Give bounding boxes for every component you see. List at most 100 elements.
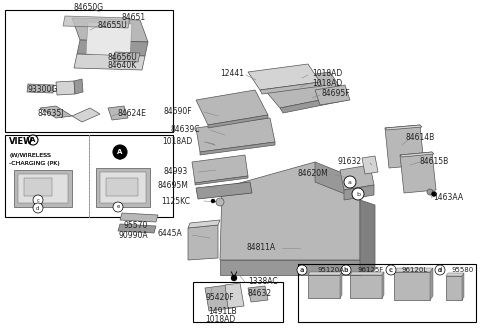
Bar bbox=[5, 10, 173, 132]
Circle shape bbox=[386, 265, 396, 275]
Polygon shape bbox=[120, 213, 158, 222]
Text: 1018AD: 1018AD bbox=[162, 136, 192, 146]
Text: 95570: 95570 bbox=[124, 221, 148, 231]
Circle shape bbox=[432, 192, 436, 196]
Polygon shape bbox=[225, 283, 244, 308]
Text: VIEW: VIEW bbox=[9, 136, 34, 146]
Text: 96120L: 96120L bbox=[402, 267, 428, 273]
Polygon shape bbox=[56, 81, 75, 95]
Text: 84993: 84993 bbox=[164, 168, 188, 176]
Text: d: d bbox=[438, 267, 442, 273]
Text: 84639C: 84639C bbox=[170, 125, 200, 133]
Polygon shape bbox=[430, 268, 433, 300]
Polygon shape bbox=[208, 115, 268, 128]
Polygon shape bbox=[260, 82, 322, 94]
Text: 84620M: 84620M bbox=[297, 170, 328, 178]
Text: 84655U: 84655U bbox=[97, 20, 127, 30]
Circle shape bbox=[297, 265, 307, 275]
Text: 95420F: 95420F bbox=[205, 293, 234, 301]
Circle shape bbox=[352, 188, 364, 200]
Polygon shape bbox=[196, 90, 268, 125]
Text: 84635J: 84635J bbox=[38, 109, 64, 117]
Text: 90990A: 90990A bbox=[119, 231, 148, 239]
Polygon shape bbox=[340, 272, 342, 298]
Polygon shape bbox=[96, 168, 150, 207]
Polygon shape bbox=[200, 142, 275, 155]
Polygon shape bbox=[74, 79, 83, 94]
Circle shape bbox=[211, 199, 215, 203]
Polygon shape bbox=[86, 22, 132, 56]
Polygon shape bbox=[248, 64, 320, 90]
Circle shape bbox=[427, 189, 433, 195]
Polygon shape bbox=[462, 273, 464, 300]
Text: 84811A: 84811A bbox=[247, 243, 276, 253]
Polygon shape bbox=[446, 276, 462, 300]
Circle shape bbox=[231, 275, 237, 281]
Text: c: c bbox=[389, 267, 393, 273]
Text: 84624E: 84624E bbox=[118, 109, 147, 117]
Polygon shape bbox=[100, 172, 146, 203]
Circle shape bbox=[344, 176, 356, 188]
Polygon shape bbox=[40, 106, 72, 118]
Polygon shape bbox=[280, 95, 348, 113]
Polygon shape bbox=[77, 40, 148, 56]
Polygon shape bbox=[315, 162, 360, 200]
Text: 91632: 91632 bbox=[338, 157, 362, 167]
Text: 84614B: 84614B bbox=[406, 133, 435, 142]
Polygon shape bbox=[18, 174, 68, 203]
Text: 1338AC: 1338AC bbox=[248, 277, 277, 286]
Polygon shape bbox=[385, 125, 424, 168]
Polygon shape bbox=[308, 272, 342, 275]
Polygon shape bbox=[72, 18, 148, 42]
Circle shape bbox=[435, 265, 445, 275]
Text: (W/WIRELESS: (W/WIRELESS bbox=[9, 153, 51, 157]
Text: 1463AA: 1463AA bbox=[433, 193, 463, 201]
Text: (W/WIRELESS: (W/WIRELESS bbox=[9, 153, 51, 157]
Text: 1018AD: 1018AD bbox=[312, 78, 342, 88]
Circle shape bbox=[28, 135, 38, 145]
Text: c: c bbox=[36, 197, 39, 202]
Polygon shape bbox=[344, 185, 374, 200]
Text: 93300G: 93300G bbox=[28, 85, 58, 93]
Polygon shape bbox=[400, 152, 434, 157]
Text: a: a bbox=[348, 179, 352, 184]
Polygon shape bbox=[258, 72, 345, 108]
Circle shape bbox=[216, 198, 224, 206]
Bar bbox=[193, 282, 283, 322]
Text: d: d bbox=[36, 206, 40, 211]
Text: e: e bbox=[116, 204, 120, 210]
Circle shape bbox=[113, 145, 127, 159]
Text: 96125F: 96125F bbox=[357, 267, 383, 273]
Polygon shape bbox=[400, 152, 436, 193]
Text: A: A bbox=[117, 149, 123, 155]
Text: -CHARGING (PK): -CHARGING (PK) bbox=[9, 160, 60, 166]
Bar bbox=[298, 264, 476, 322]
Polygon shape bbox=[350, 275, 382, 298]
Polygon shape bbox=[394, 272, 430, 300]
Polygon shape bbox=[196, 118, 275, 152]
Text: 84695M: 84695M bbox=[157, 181, 188, 191]
Polygon shape bbox=[192, 155, 248, 183]
Polygon shape bbox=[220, 162, 360, 260]
Polygon shape bbox=[188, 220, 220, 228]
Polygon shape bbox=[446, 273, 464, 276]
Text: 84690F: 84690F bbox=[163, 107, 192, 115]
Text: 12441: 12441 bbox=[220, 70, 244, 78]
Polygon shape bbox=[27, 84, 54, 93]
Polygon shape bbox=[382, 272, 384, 298]
Text: d: d bbox=[438, 268, 442, 273]
Text: b: b bbox=[344, 268, 348, 273]
Polygon shape bbox=[385, 125, 422, 130]
Polygon shape bbox=[205, 285, 232, 311]
Polygon shape bbox=[340, 165, 374, 190]
Polygon shape bbox=[394, 268, 433, 272]
Text: 84651: 84651 bbox=[122, 12, 146, 22]
Polygon shape bbox=[248, 286, 268, 302]
Polygon shape bbox=[362, 156, 378, 174]
Polygon shape bbox=[315, 85, 350, 105]
Polygon shape bbox=[220, 260, 360, 275]
Text: 84695F: 84695F bbox=[322, 90, 350, 98]
Polygon shape bbox=[106, 178, 138, 196]
Text: 84632: 84632 bbox=[248, 290, 272, 298]
Text: A: A bbox=[30, 137, 36, 143]
